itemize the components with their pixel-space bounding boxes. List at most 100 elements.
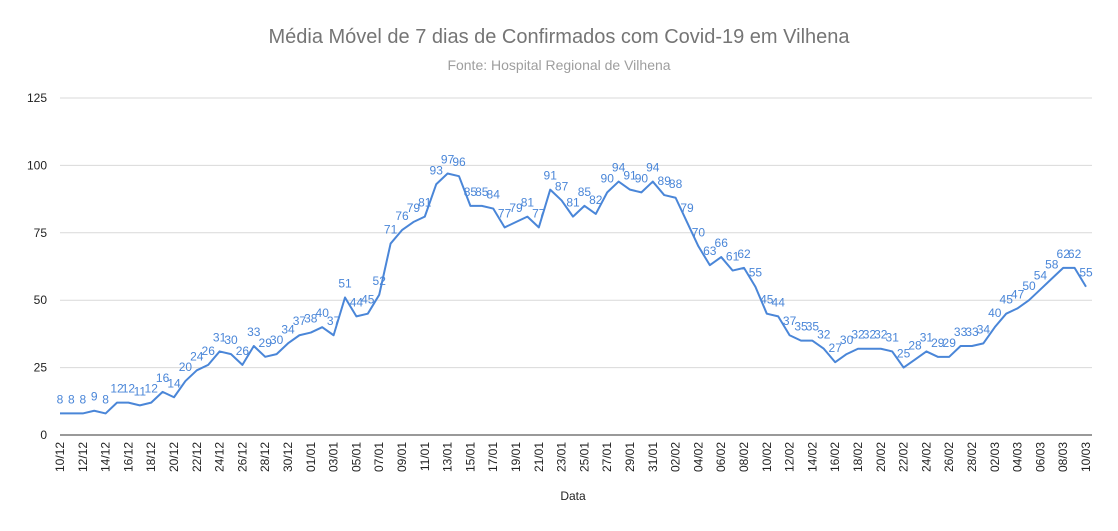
data-label: 85 xyxy=(464,185,478,199)
x-tick-label: 06/02 xyxy=(714,442,728,472)
data-label: 94 xyxy=(646,161,660,175)
x-tick-label: 24/12 xyxy=(213,442,227,472)
x-tick-label: 25/01 xyxy=(577,442,591,472)
data-label: 91 xyxy=(623,169,637,183)
data-label: 9 xyxy=(91,390,98,404)
x-tick-label: 21/01 xyxy=(532,442,546,472)
x-tick-label: 22/02 xyxy=(897,442,911,472)
x-tick-label: 20/02 xyxy=(874,442,888,472)
x-tick-label: 17/01 xyxy=(486,442,500,472)
x-tick-label: 03/01 xyxy=(327,442,341,472)
data-label: 12 xyxy=(110,382,124,396)
data-label: 16 xyxy=(156,371,170,385)
x-axis-ticks: 10/12 12/12 14/12 16/12 18/12 20/12 22/12 24/12… xyxy=(53,442,1093,472)
data-label: 30 xyxy=(270,333,284,347)
data-label: 30 xyxy=(840,333,854,347)
y-tick-label: 25 xyxy=(34,361,48,375)
x-tick-label: 08/02 xyxy=(737,442,751,472)
x-tick-label: 29/01 xyxy=(623,442,637,472)
x-tick-label: 10/03 xyxy=(1079,442,1093,472)
data-label: 29 xyxy=(931,336,945,350)
data-label: 88 xyxy=(669,177,683,191)
x-tick-label: 28/02 xyxy=(965,442,979,472)
data-labels: 8 8 8 9 812121112161420242631302633293034373… xyxy=(57,152,1093,406)
data-label: 50 xyxy=(1022,279,1036,293)
data-label: 33 xyxy=(965,325,979,339)
data-label: 76 xyxy=(395,209,409,223)
data-label: 79 xyxy=(407,201,421,215)
x-tick-label: 27/01 xyxy=(600,442,614,472)
data-label: 26 xyxy=(236,344,250,358)
x-tick-label: 13/01 xyxy=(441,442,455,472)
data-label: 55 xyxy=(1079,266,1093,280)
data-label: 11 xyxy=(134,384,147,398)
data-label: 44 xyxy=(350,295,364,309)
chart-title: Média Móvel de 7 dias de Confirmados com… xyxy=(268,26,850,48)
data-label: 32 xyxy=(863,328,877,342)
data-label: 40 xyxy=(988,306,1002,320)
x-tick-label: 22/12 xyxy=(190,442,204,472)
data-label: 33 xyxy=(954,325,968,339)
x-tick-label: 02/03 xyxy=(988,442,1002,472)
data-label: 40 xyxy=(316,306,330,320)
data-label: 81 xyxy=(566,196,580,210)
data-label: 63 xyxy=(703,244,717,258)
data-label: 55 xyxy=(749,266,763,280)
x-tick-label: 04/02 xyxy=(691,442,705,472)
x-tick-label: 05/01 xyxy=(349,442,363,472)
data-label: 29 xyxy=(943,336,957,350)
data-label: 12 xyxy=(145,382,159,396)
series-line xyxy=(60,172,1087,415)
data-label: 32 xyxy=(817,328,831,342)
x-tick-label: 07/01 xyxy=(372,442,386,472)
data-label: 81 xyxy=(521,196,535,210)
data-label: 27 xyxy=(829,341,843,355)
data-label: 37 xyxy=(293,314,307,328)
data-label: 33 xyxy=(247,325,261,339)
data-label: 85 xyxy=(578,185,592,199)
data-label: 58 xyxy=(1045,258,1059,272)
data-label: 77 xyxy=(498,206,512,220)
x-tick-label: 18/12 xyxy=(144,442,158,472)
x-tick-label: 16/12 xyxy=(121,442,135,472)
data-label: 66 xyxy=(715,236,729,250)
data-label: 87 xyxy=(555,179,569,193)
data-label: 52 xyxy=(373,274,387,288)
data-label: 62 xyxy=(737,247,751,261)
data-label: 38 xyxy=(304,312,318,326)
x-tick-label: 23/01 xyxy=(555,442,569,472)
data-label: 37 xyxy=(783,314,797,328)
data-label: 20 xyxy=(179,360,193,374)
x-tick-label: 28/12 xyxy=(258,442,272,472)
x-tick-label: 24/02 xyxy=(919,442,933,472)
data-label: 62 xyxy=(1057,247,1071,261)
x-axis-title: Data xyxy=(560,489,586,503)
data-label: 93 xyxy=(430,163,444,177)
data-label: 31 xyxy=(886,330,900,344)
data-label: 61 xyxy=(726,250,740,264)
data-label: 28 xyxy=(908,339,922,353)
data-label: 34 xyxy=(977,322,991,336)
data-label: 25 xyxy=(897,347,911,361)
data-label: 90 xyxy=(601,171,615,185)
x-tick-label: 20/12 xyxy=(167,442,181,472)
data-label: 85 xyxy=(475,185,489,199)
data-label: 71 xyxy=(384,223,398,237)
data-label: 35 xyxy=(806,320,820,334)
data-label: 79 xyxy=(509,201,523,215)
x-tick-label: 18/02 xyxy=(851,442,865,472)
x-tick-label: 09/01 xyxy=(395,442,409,472)
data-label: 45 xyxy=(1000,293,1014,307)
x-tick-label: 16/02 xyxy=(828,442,842,472)
data-label: 31 xyxy=(920,330,934,344)
x-tick-label: 31/01 xyxy=(646,442,660,472)
data-label: 89 xyxy=(658,174,672,188)
data-label: 51 xyxy=(338,277,352,291)
data-label: 8 xyxy=(102,392,109,406)
data-label: 8 xyxy=(68,392,75,406)
x-tick-label: 14/02 xyxy=(805,442,819,472)
data-label: 77 xyxy=(532,206,546,220)
x-tick-label: 30/12 xyxy=(281,442,295,472)
data-label: 12 xyxy=(122,382,136,396)
